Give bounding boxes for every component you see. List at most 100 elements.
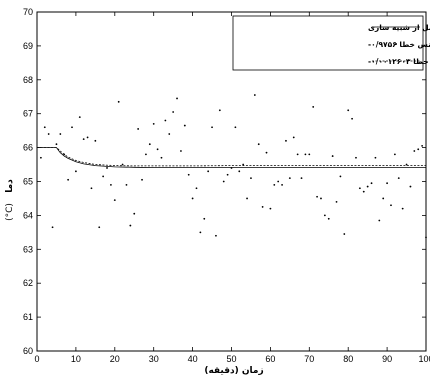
noisy-data-point [52, 226, 54, 228]
noisy-data-point [262, 206, 264, 208]
y-tick-label: 61 [23, 312, 33, 322]
noisy-data-point [94, 140, 96, 142]
noisy-data-point [40, 157, 42, 159]
noisy-data-point [207, 170, 209, 172]
x-tick-label: 100 [418, 354, 430, 364]
x-tick-label: 70 [304, 354, 314, 364]
noisy-data-point [363, 191, 365, 193]
noisy-data-point [122, 164, 124, 166]
noisy-data-point [223, 181, 225, 183]
noisy-data-point [285, 140, 287, 142]
y-axis-unit: (°C) [5, 203, 15, 221]
noisy-data-point [126, 184, 128, 186]
noisy-data-point [371, 182, 373, 184]
noisy-data-point [215, 235, 217, 237]
noisy-data-point [231, 167, 233, 169]
x-tick-label: 80 [343, 354, 353, 364]
x-tick-label: 90 [382, 354, 392, 364]
x-tick-label: 40 [188, 354, 198, 364]
y-tick-label: 63 [23, 244, 33, 254]
legend-entry-fused: مقادیر تلفیق یافته، واریانس خطا ۰/۰۰۱۲۶۰… [368, 57, 430, 66]
legend-entry-actual: مقادیر واقعی حاصل از شبیه سازی [368, 23, 430, 32]
noisy-data-point [375, 157, 377, 159]
noisy-data-point [168, 133, 170, 135]
noisy-data-point [289, 177, 291, 179]
noisy-data-point [293, 137, 295, 139]
noisy-data-point [270, 208, 272, 210]
noisy-data-point [250, 177, 252, 179]
noisy-data-point [238, 170, 240, 172]
noisy-data-point [227, 174, 229, 176]
noisy-data-point [153, 123, 155, 125]
noisy-data-point [305, 153, 307, 155]
noisy-data-point [312, 106, 314, 108]
noisy-data-point [196, 187, 198, 189]
noisy-data-point [316, 196, 318, 198]
y-tick-label: 69 [23, 41, 33, 51]
x-tick-label: 20 [110, 354, 120, 364]
noisy-data-point [87, 137, 89, 139]
noisy-data-point [98, 226, 100, 228]
noisy-data-point [56, 143, 58, 145]
noisy-data-point [83, 138, 85, 140]
noisy-data-point [133, 213, 135, 215]
noisy-data-point [386, 182, 388, 184]
noisy-data-point [172, 111, 174, 113]
noisy-data-point [367, 186, 369, 188]
noisy-data-point [421, 145, 423, 147]
noisy-data-point [141, 179, 143, 181]
noisy-data-point [277, 181, 279, 183]
noisy-data-point [343, 233, 345, 235]
noisy-data-point [273, 184, 275, 186]
noisy-data-point [44, 126, 46, 128]
noisy-data-point [192, 198, 194, 200]
noisy-data-point [402, 208, 404, 210]
noisy-data-point [219, 109, 221, 111]
y-tick-label: 60 [23, 346, 33, 356]
y-tick-label: 62 [23, 278, 33, 288]
noisy-data-point [266, 152, 268, 154]
noisy-data-point [355, 157, 357, 159]
noisy-data-point [102, 176, 104, 178]
noisy-data-point [394, 153, 396, 155]
noisy-data-point [91, 187, 93, 189]
noisy-data-point [71, 126, 73, 128]
noisy-data-point [67, 179, 69, 181]
noisy-data-point [137, 128, 139, 130]
noisy-data-point [308, 153, 310, 155]
noisy-data-point [332, 155, 334, 157]
noisy-data-point [254, 94, 256, 96]
x-tick-label: 30 [149, 354, 159, 364]
x-tick-label: 0 [34, 354, 39, 364]
noisy-data-point [161, 157, 163, 159]
noisy-data-point [75, 170, 77, 172]
noisy-data-point [129, 225, 131, 227]
legend-entry-noisy: داده های دارای نویز، واریانس خطا ۰/۹۷۵۶- [368, 40, 430, 49]
noisy-data-point [149, 143, 151, 145]
x-axis-label: زمان (دقیقه) [204, 366, 263, 376]
noisy-data-point [336, 201, 338, 203]
y-tick-label: 67 [23, 109, 33, 119]
noisy-data-point [425, 237, 427, 239]
noisy-data-point [203, 218, 205, 220]
noisy-data-point [199, 231, 201, 233]
noisy-data-point [351, 118, 353, 120]
noisy-data-point [110, 184, 112, 186]
noisy-data-point [118, 101, 120, 103]
noisy-data-point [297, 153, 299, 155]
noisy-data-point [157, 148, 159, 150]
noisy-data-point [188, 174, 190, 176]
y-tick-label: 66 [23, 143, 33, 153]
noisy-data-point [320, 198, 322, 200]
noisy-data-point [406, 164, 408, 166]
noisy-data-point [382, 198, 384, 200]
noisy-data-point [106, 167, 108, 169]
noisy-data-point [246, 198, 248, 200]
noisy-data-point [234, 126, 236, 128]
noisy-data-point [48, 133, 50, 135]
noisy-data-point [301, 177, 303, 179]
noisy-data-point [347, 109, 349, 111]
y-tick-label: 68 [23, 75, 33, 85]
y-tick-label: 64 [23, 210, 33, 220]
